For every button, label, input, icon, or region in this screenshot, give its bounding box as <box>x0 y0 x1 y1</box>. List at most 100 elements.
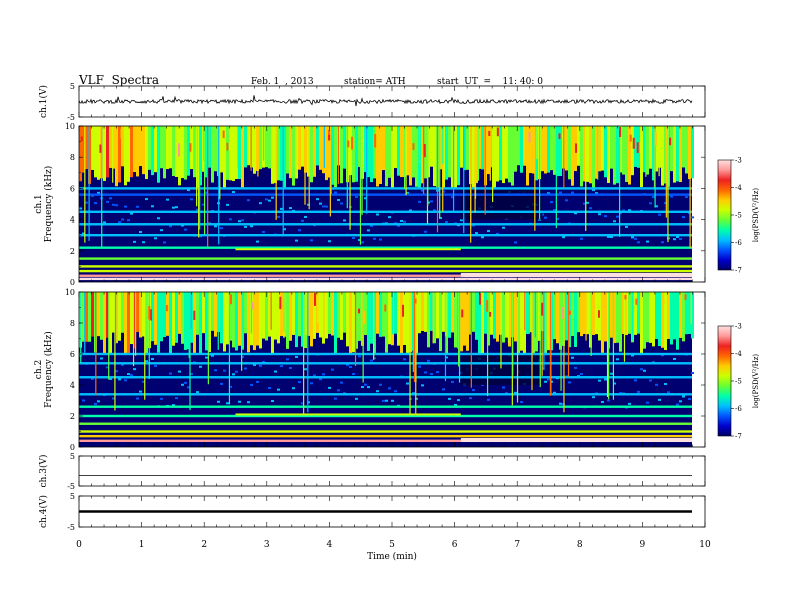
ch1-speckle <box>496 232 499 235</box>
ch2-speckle <box>445 356 448 359</box>
ch1-hotspot <box>496 127 499 137</box>
ch1-speckle <box>118 221 121 224</box>
ch2-upper-column <box>178 292 181 334</box>
ch1-speckle <box>79 207 82 210</box>
ch1-speckle <box>475 232 478 235</box>
waveform-layer <box>78 95 693 513</box>
ch1-speckle <box>145 198 148 201</box>
ch1-upper-column <box>328 126 331 178</box>
ch2-speckle <box>688 398 691 401</box>
ch1-speckle <box>247 199 250 202</box>
ch2-speckle <box>385 399 388 402</box>
ch1-speckle <box>367 229 370 232</box>
ch2-speckle <box>235 370 238 373</box>
ch1-upper-column <box>670 126 673 172</box>
ch2-speckle <box>370 359 373 362</box>
ch1-speckle <box>184 228 187 231</box>
ch2-speckle <box>115 370 118 373</box>
ch1-speckle <box>433 209 436 212</box>
ch1-speckle <box>685 195 688 198</box>
ch1-upper-column <box>211 126 214 183</box>
ch2-speckle <box>136 397 139 400</box>
ch1-upper-column <box>373 126 376 179</box>
ch2-speckle <box>94 402 97 405</box>
ch1-speckle <box>604 215 607 218</box>
station-label: station= ATH <box>344 77 406 87</box>
ch1-speckle <box>574 212 577 215</box>
ch2-speckle <box>256 380 259 383</box>
ch1-speckle <box>127 219 130 222</box>
ch2-speckle <box>262 360 265 363</box>
ch2-upper-column <box>301 292 304 347</box>
ch2-upper-column <box>313 292 316 339</box>
ch1-sferic <box>329 126 331 217</box>
ch2-speckle <box>610 372 613 375</box>
frames-layer <box>78 85 706 528</box>
ch1-upper-column <box>208 126 211 168</box>
ch2-band-0 <box>79 439 692 442</box>
ch1-upper-column <box>232 126 235 182</box>
ch1-speckle <box>316 198 319 201</box>
date-label: Feb. 1 , 2013 <box>251 77 314 87</box>
ch2-sferic <box>590 292 592 356</box>
ch1-speckle <box>163 241 166 244</box>
ch1-upper-column <box>85 126 88 170</box>
ch2-speckle <box>205 356 208 359</box>
ch2-upper-column <box>451 292 454 333</box>
ch2-sferic <box>531 292 533 391</box>
ch2-speckle <box>571 356 574 359</box>
ch1-speckle <box>427 201 430 204</box>
ch2-upper-column <box>103 292 106 354</box>
ch2-upper-column <box>358 292 361 341</box>
ch1-speckle <box>256 240 259 243</box>
ch2-sferic <box>95 292 97 396</box>
ch2-sferic <box>524 292 526 331</box>
ch2-upper-column <box>91 292 94 337</box>
ch2-upper-column <box>157 292 160 353</box>
ch1-speckle <box>559 191 562 194</box>
ch1-speckle <box>238 220 241 223</box>
ch2-upper-column <box>514 292 517 342</box>
ch2-hotspot <box>568 310 571 315</box>
ch2-sferic <box>606 292 609 397</box>
ch2-sferic <box>585 292 587 341</box>
ch1-upper-column <box>571 126 574 186</box>
ch2-upper-column <box>517 292 520 354</box>
ch2-speckle <box>607 399 610 402</box>
ch1-speckle <box>334 191 337 194</box>
ch1-upper-column <box>601 126 604 171</box>
ch1-speckle <box>205 191 208 194</box>
ch2-upper-column <box>433 292 436 344</box>
ch1-speckle <box>538 218 541 221</box>
ch2-upper-column <box>496 292 499 342</box>
ch1-hotspot <box>412 143 415 150</box>
ch2-upper-column <box>484 292 487 334</box>
ch2-speckle <box>298 381 301 384</box>
ch2-speckle <box>430 373 433 376</box>
ch2-band-3 <box>79 422 692 425</box>
ch2-upper-column <box>478 292 481 354</box>
ch2-upper-column <box>289 292 292 341</box>
ch1-speckle <box>664 202 667 205</box>
ch1-speckle <box>172 206 175 209</box>
ch1-upper-column <box>490 126 493 168</box>
ch1-hotspot <box>189 143 192 152</box>
ch1-band-1 <box>79 274 692 277</box>
ch2-speckle <box>286 358 289 361</box>
ch1-upper-column <box>94 126 97 178</box>
ch1-speckle <box>295 239 298 242</box>
ch1-upper-column <box>589 126 592 184</box>
ch1-upper-column <box>454 126 457 188</box>
ch1-upper-column <box>91 126 94 170</box>
ch1-speckle <box>325 205 328 208</box>
ch1-upper-column <box>280 126 283 181</box>
ch1-upper-column <box>679 126 682 183</box>
ch1-hotspot <box>528 131 531 143</box>
ch1-hotspot <box>222 130 225 139</box>
ch2-upper-column <box>124 292 127 354</box>
ch2-speckle <box>631 354 634 357</box>
ch1-upper-column <box>625 126 628 183</box>
ch1-upper-column <box>274 126 277 184</box>
ch1-hotspot <box>347 140 350 148</box>
ch1-upper-column <box>319 126 322 170</box>
